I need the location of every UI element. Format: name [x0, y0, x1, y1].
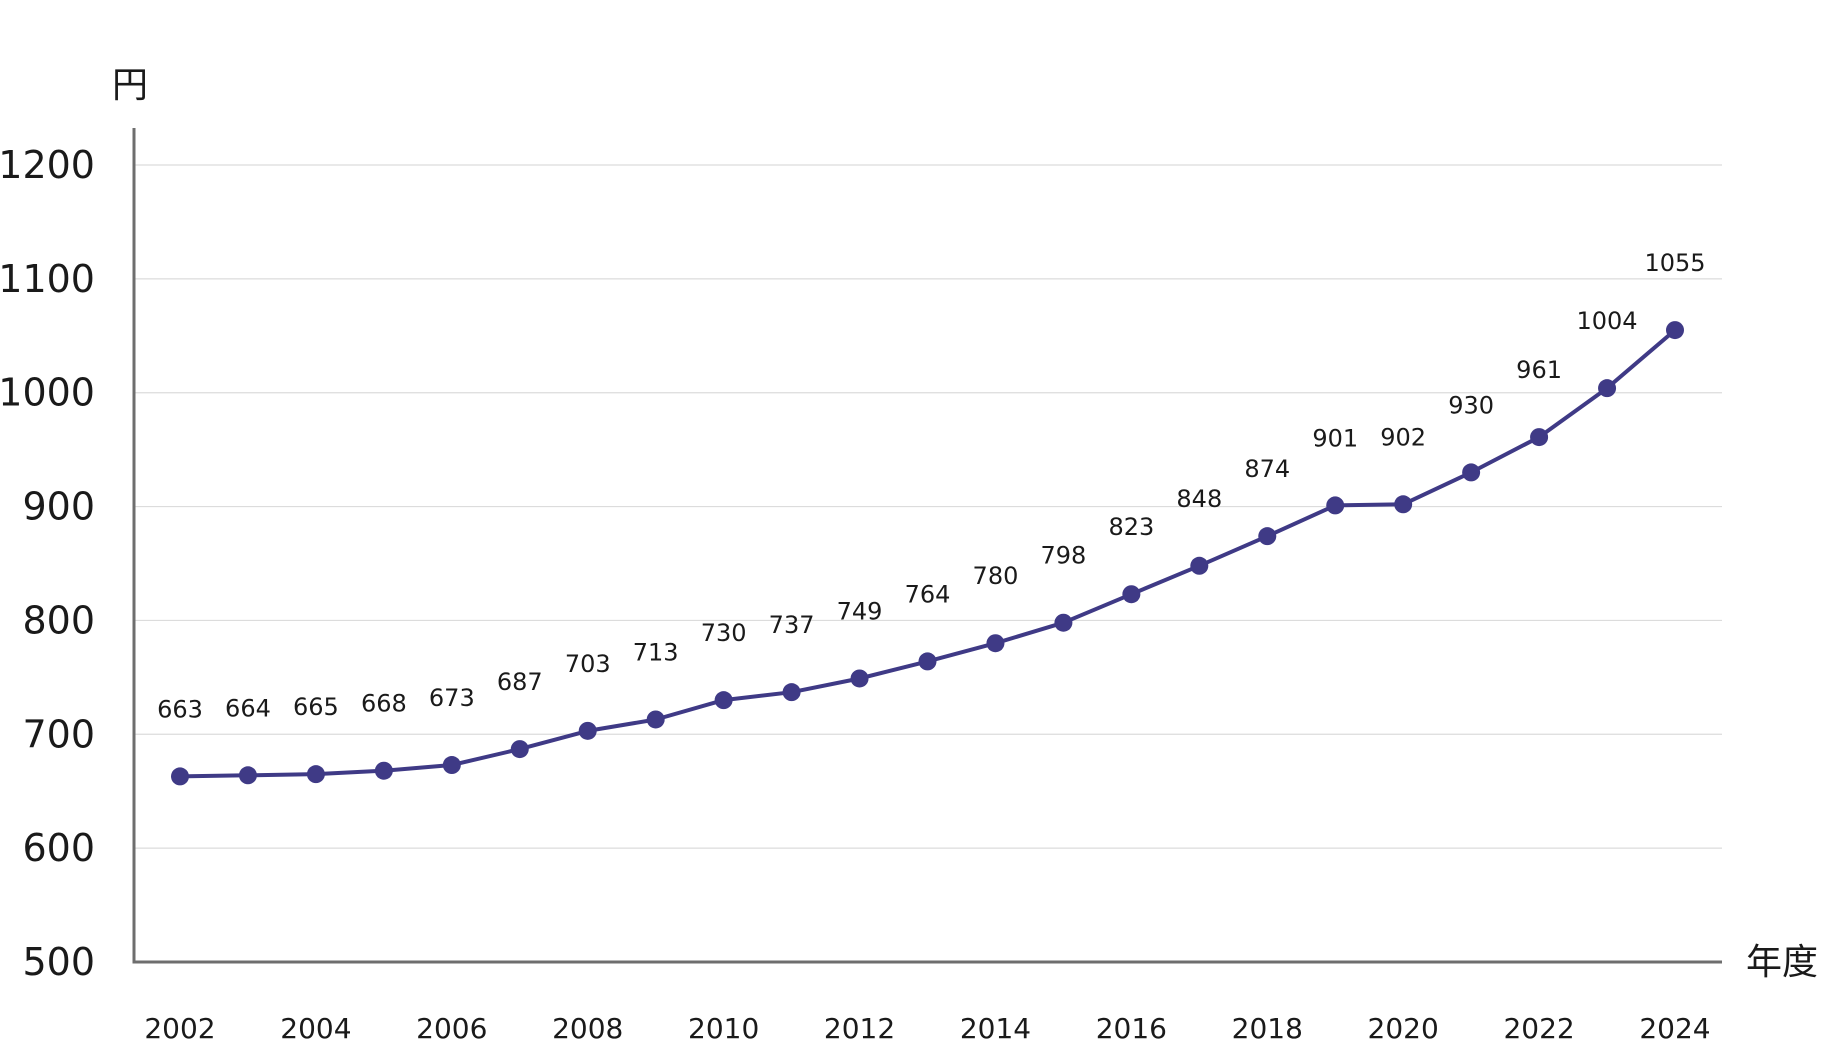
x-tick-label-2008: 2008 [552, 1012, 623, 1045]
data-label-2020: 902 [1380, 423, 1426, 451]
data-point-2024 [1666, 321, 1684, 340]
y-axis-ticks: 500 600 700 800 900 1000 1100 1200 [0, 143, 95, 984]
data-label-2011: 737 [769, 611, 815, 639]
x-tick-label-2024: 2024 [1639, 1012, 1710, 1045]
data-label-2014: 780 [973, 562, 1019, 590]
x-tick-label-2022: 2022 [1503, 1012, 1574, 1045]
data-label-2012: 749 [837, 597, 883, 625]
data-label-2013: 764 [905, 580, 951, 608]
data-label-2022: 961 [1516, 356, 1562, 384]
data-point-2022 [1530, 428, 1549, 447]
y-tick-label-1000: 1000 [0, 371, 95, 415]
y-tick-label-1100: 1100 [0, 257, 95, 301]
data-point-2007 [510, 740, 529, 759]
y-tick-label-700: 700 [22, 712, 95, 756]
data-label-2006: 673 [429, 684, 475, 712]
data-point-2017 [1190, 556, 1209, 575]
data-label-2010: 730 [701, 619, 747, 647]
data-point-2014 [986, 634, 1005, 653]
y-tick-label-1200: 1200 [0, 143, 95, 187]
data-point-2010 [714, 691, 733, 710]
data-point-2009 [646, 710, 665, 729]
data-point-2021 [1462, 463, 1481, 482]
data-label-2004: 665 [293, 693, 339, 721]
data-point-2004 [306, 765, 325, 784]
data-label-2019: 901 [1312, 424, 1358, 452]
data-point-2002 [171, 767, 189, 786]
data-label-2017: 848 [1176, 485, 1222, 513]
x-axis-label: 年度 [1746, 942, 1818, 983]
y-axis-label: 円 [112, 65, 148, 106]
data-point-2003 [238, 766, 257, 785]
data-label-2016: 823 [1108, 513, 1154, 541]
y-tick-label-600: 600 [22, 826, 95, 870]
y-tick-label-900: 900 [22, 485, 95, 529]
x-tick-label-2004: 2004 [280, 1012, 351, 1045]
data-label-2003: 664 [225, 694, 271, 722]
data-label-2002: 663 [157, 695, 203, 723]
data-label-2021: 930 [1448, 391, 1494, 419]
series-group: 663 664 665 668 673 687 703 713 730 737 749 764 780 7… [157, 249, 1706, 786]
data-label-2005: 668 [361, 690, 407, 718]
x-tick-label-2016: 2016 [1096, 1012, 1167, 1045]
x-tick-label-2020: 2020 [1368, 1012, 1439, 1045]
x-tick-label-2012: 2012 [824, 1012, 895, 1045]
data-label-2009: 713 [633, 638, 679, 666]
x-tick-label-2006: 2006 [416, 1012, 487, 1045]
data-point-2023 [1598, 379, 1617, 398]
data-label-2024: 1055 [1644, 249, 1705, 277]
data-label-2018: 874 [1244, 455, 1290, 483]
data-label-2007: 687 [497, 668, 543, 696]
data-point-2016 [1122, 585, 1141, 604]
data-point-2013 [918, 652, 937, 671]
x-axis-ticks: 2002 2004 2006 2008 2010 2012 2014 2016 2018 2020… [144, 1012, 1710, 1045]
data-label-2023: 1004 [1577, 307, 1638, 335]
data-label-2015: 798 [1041, 542, 1087, 570]
x-tick-label-2010: 2010 [688, 1012, 759, 1045]
data-point-2020 [1394, 495, 1413, 514]
x-tick-label-2014: 2014 [960, 1012, 1031, 1045]
data-point-2019 [1326, 496, 1345, 515]
data-point-2005 [374, 761, 393, 780]
x-tick-label-2002: 2002 [144, 1012, 215, 1045]
y-tick-label-800: 800 [22, 598, 95, 642]
data-point-2015 [1054, 613, 1073, 632]
x-tick-label-2018: 2018 [1232, 1012, 1303, 1045]
grid-lines [134, 164, 1722, 849]
data-point-2012 [850, 669, 869, 688]
data-point-2008 [578, 721, 597, 740]
data-point-2011 [782, 683, 801, 702]
y-tick-label-500: 500 [22, 940, 95, 984]
data-point-2006 [442, 756, 461, 775]
data-label-2008: 703 [565, 650, 611, 678]
data-point-2018 [1258, 527, 1277, 546]
